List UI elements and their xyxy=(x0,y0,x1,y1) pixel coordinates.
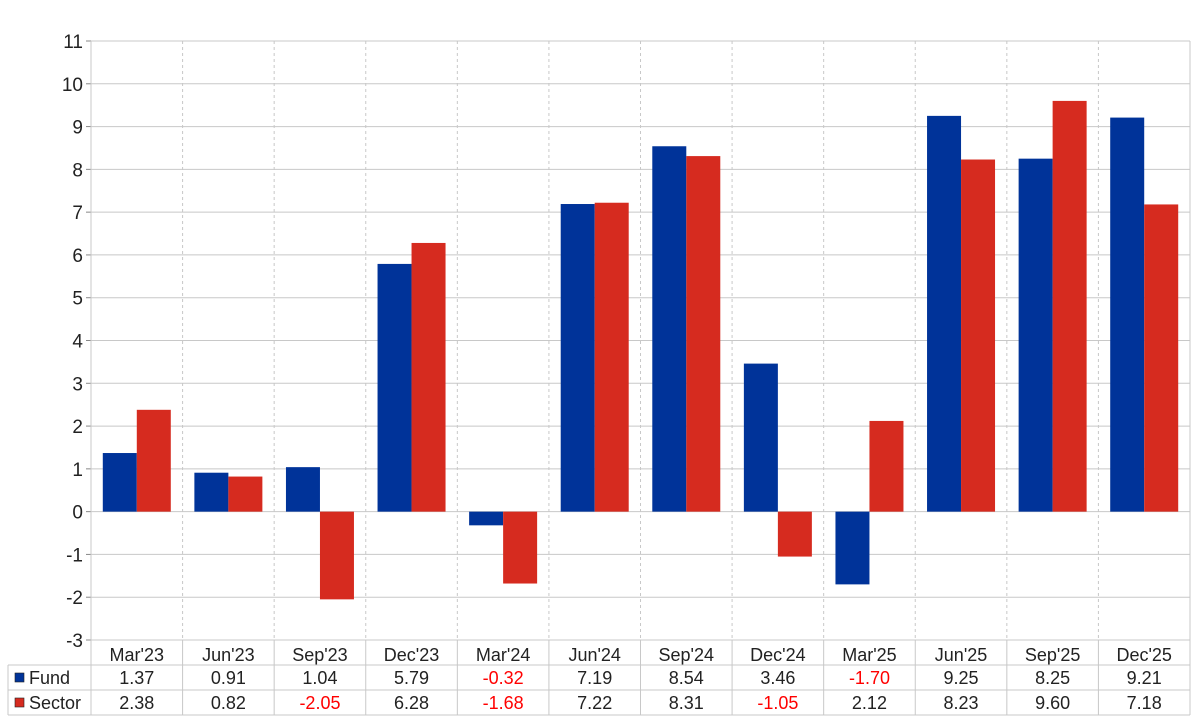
data-label-sector: -1.68 xyxy=(483,693,524,713)
x-tick-label: Jun'24 xyxy=(568,645,620,665)
y-tick-label: 2 xyxy=(72,417,83,438)
data-label-fund: 0.91 xyxy=(211,668,246,688)
data-label-fund: 9.21 xyxy=(1127,668,1162,688)
data-label-fund: 9.25 xyxy=(944,668,979,688)
data-label-fund: 1.37 xyxy=(119,668,154,688)
data-label-fund: 7.19 xyxy=(577,668,612,688)
x-tick-label: Sep'25 xyxy=(1025,645,1081,665)
bar-fund xyxy=(743,363,778,512)
data-label-sector: 6.28 xyxy=(394,693,429,713)
data-label-fund: 8.54 xyxy=(669,668,704,688)
data-label-sector: 8.23 xyxy=(944,693,979,713)
data-label-sector: 0.82 xyxy=(211,693,246,713)
y-tick-label: 9 xyxy=(72,118,83,139)
bar-sector xyxy=(228,476,263,512)
data-label-sector: 2.12 xyxy=(852,693,887,713)
data-label-sector: 7.22 xyxy=(577,693,612,713)
bar-fund xyxy=(560,204,595,512)
bar-sector xyxy=(686,156,721,512)
x-tick-label: Sep'23 xyxy=(292,645,348,665)
bar-sector xyxy=(594,202,629,512)
bar-fund xyxy=(1110,117,1145,512)
y-tick-label: 3 xyxy=(72,374,83,395)
legend-label-sector: Sector xyxy=(29,693,81,713)
legend-swatch-sector xyxy=(14,697,25,708)
y-tick-label: 10 xyxy=(62,75,83,96)
data-label-sector: 2.38 xyxy=(119,693,154,713)
x-tick-label: Sep'24 xyxy=(659,645,715,665)
x-tick-label: Mar'24 xyxy=(476,645,530,665)
data-label-sector: 7.18 xyxy=(1127,693,1162,713)
bar-fund xyxy=(1018,158,1053,512)
data-label-fund: 1.04 xyxy=(302,668,337,688)
x-tick-label: Dec'24 xyxy=(750,645,805,665)
x-tick-label: Dec'23 xyxy=(384,645,439,665)
bar-fund xyxy=(927,115,962,512)
data-label-fund: 8.25 xyxy=(1035,668,1070,688)
y-tick-label: -1 xyxy=(66,545,83,566)
y-tick-label: 6 xyxy=(72,246,83,267)
bar-fund xyxy=(377,263,412,512)
bar-sector xyxy=(503,511,538,584)
y-tick-label: 7 xyxy=(72,203,83,224)
bar-sector xyxy=(136,409,171,512)
bar-sector xyxy=(1144,204,1179,512)
data-label-sector: -1.05 xyxy=(757,693,798,713)
bar-sector xyxy=(961,159,996,512)
bar-fund xyxy=(469,511,504,526)
data-label-fund: -0.32 xyxy=(483,668,524,688)
data-label-sector: 9.60 xyxy=(1035,693,1070,713)
x-tick-label: Dec'25 xyxy=(1116,645,1171,665)
bar-sector xyxy=(411,242,446,512)
y-tick-label: -2 xyxy=(66,588,83,609)
data-label-fund: -1.70 xyxy=(849,668,890,688)
y-tick-label: -3 xyxy=(66,631,83,652)
x-tick-label: Jun'25 xyxy=(935,645,987,665)
x-tick-label: Mar'23 xyxy=(110,645,164,665)
y-tick-label: 4 xyxy=(72,332,83,353)
bar-fund xyxy=(285,467,320,512)
y-tick-label: 0 xyxy=(72,503,83,524)
x-tick-label: Jun'23 xyxy=(202,645,254,665)
data-label-fund: 3.46 xyxy=(760,668,795,688)
data-label-sector: -2.05 xyxy=(299,693,340,713)
bar-fund xyxy=(102,453,137,512)
bar-sector xyxy=(1052,100,1087,512)
y-tick-label: 1 xyxy=(72,460,83,481)
data-label-fund: 5.79 xyxy=(394,668,429,688)
data-label-sector: 8.31 xyxy=(669,693,704,713)
y-tick-label: 11 xyxy=(63,32,83,53)
bar-sector xyxy=(777,511,812,557)
legend-label-fund: Fund xyxy=(29,668,70,688)
bar-fund xyxy=(194,472,229,512)
y-tick-label: 5 xyxy=(72,289,83,310)
bar-sector xyxy=(319,511,354,600)
y-tick-label: 8 xyxy=(72,160,83,181)
x-tick-label: Mar'25 xyxy=(842,645,896,665)
bar-fund xyxy=(835,511,870,585)
legend-swatch-fund xyxy=(14,672,25,683)
bar-sector xyxy=(869,420,904,512)
bar-fund xyxy=(652,146,687,512)
